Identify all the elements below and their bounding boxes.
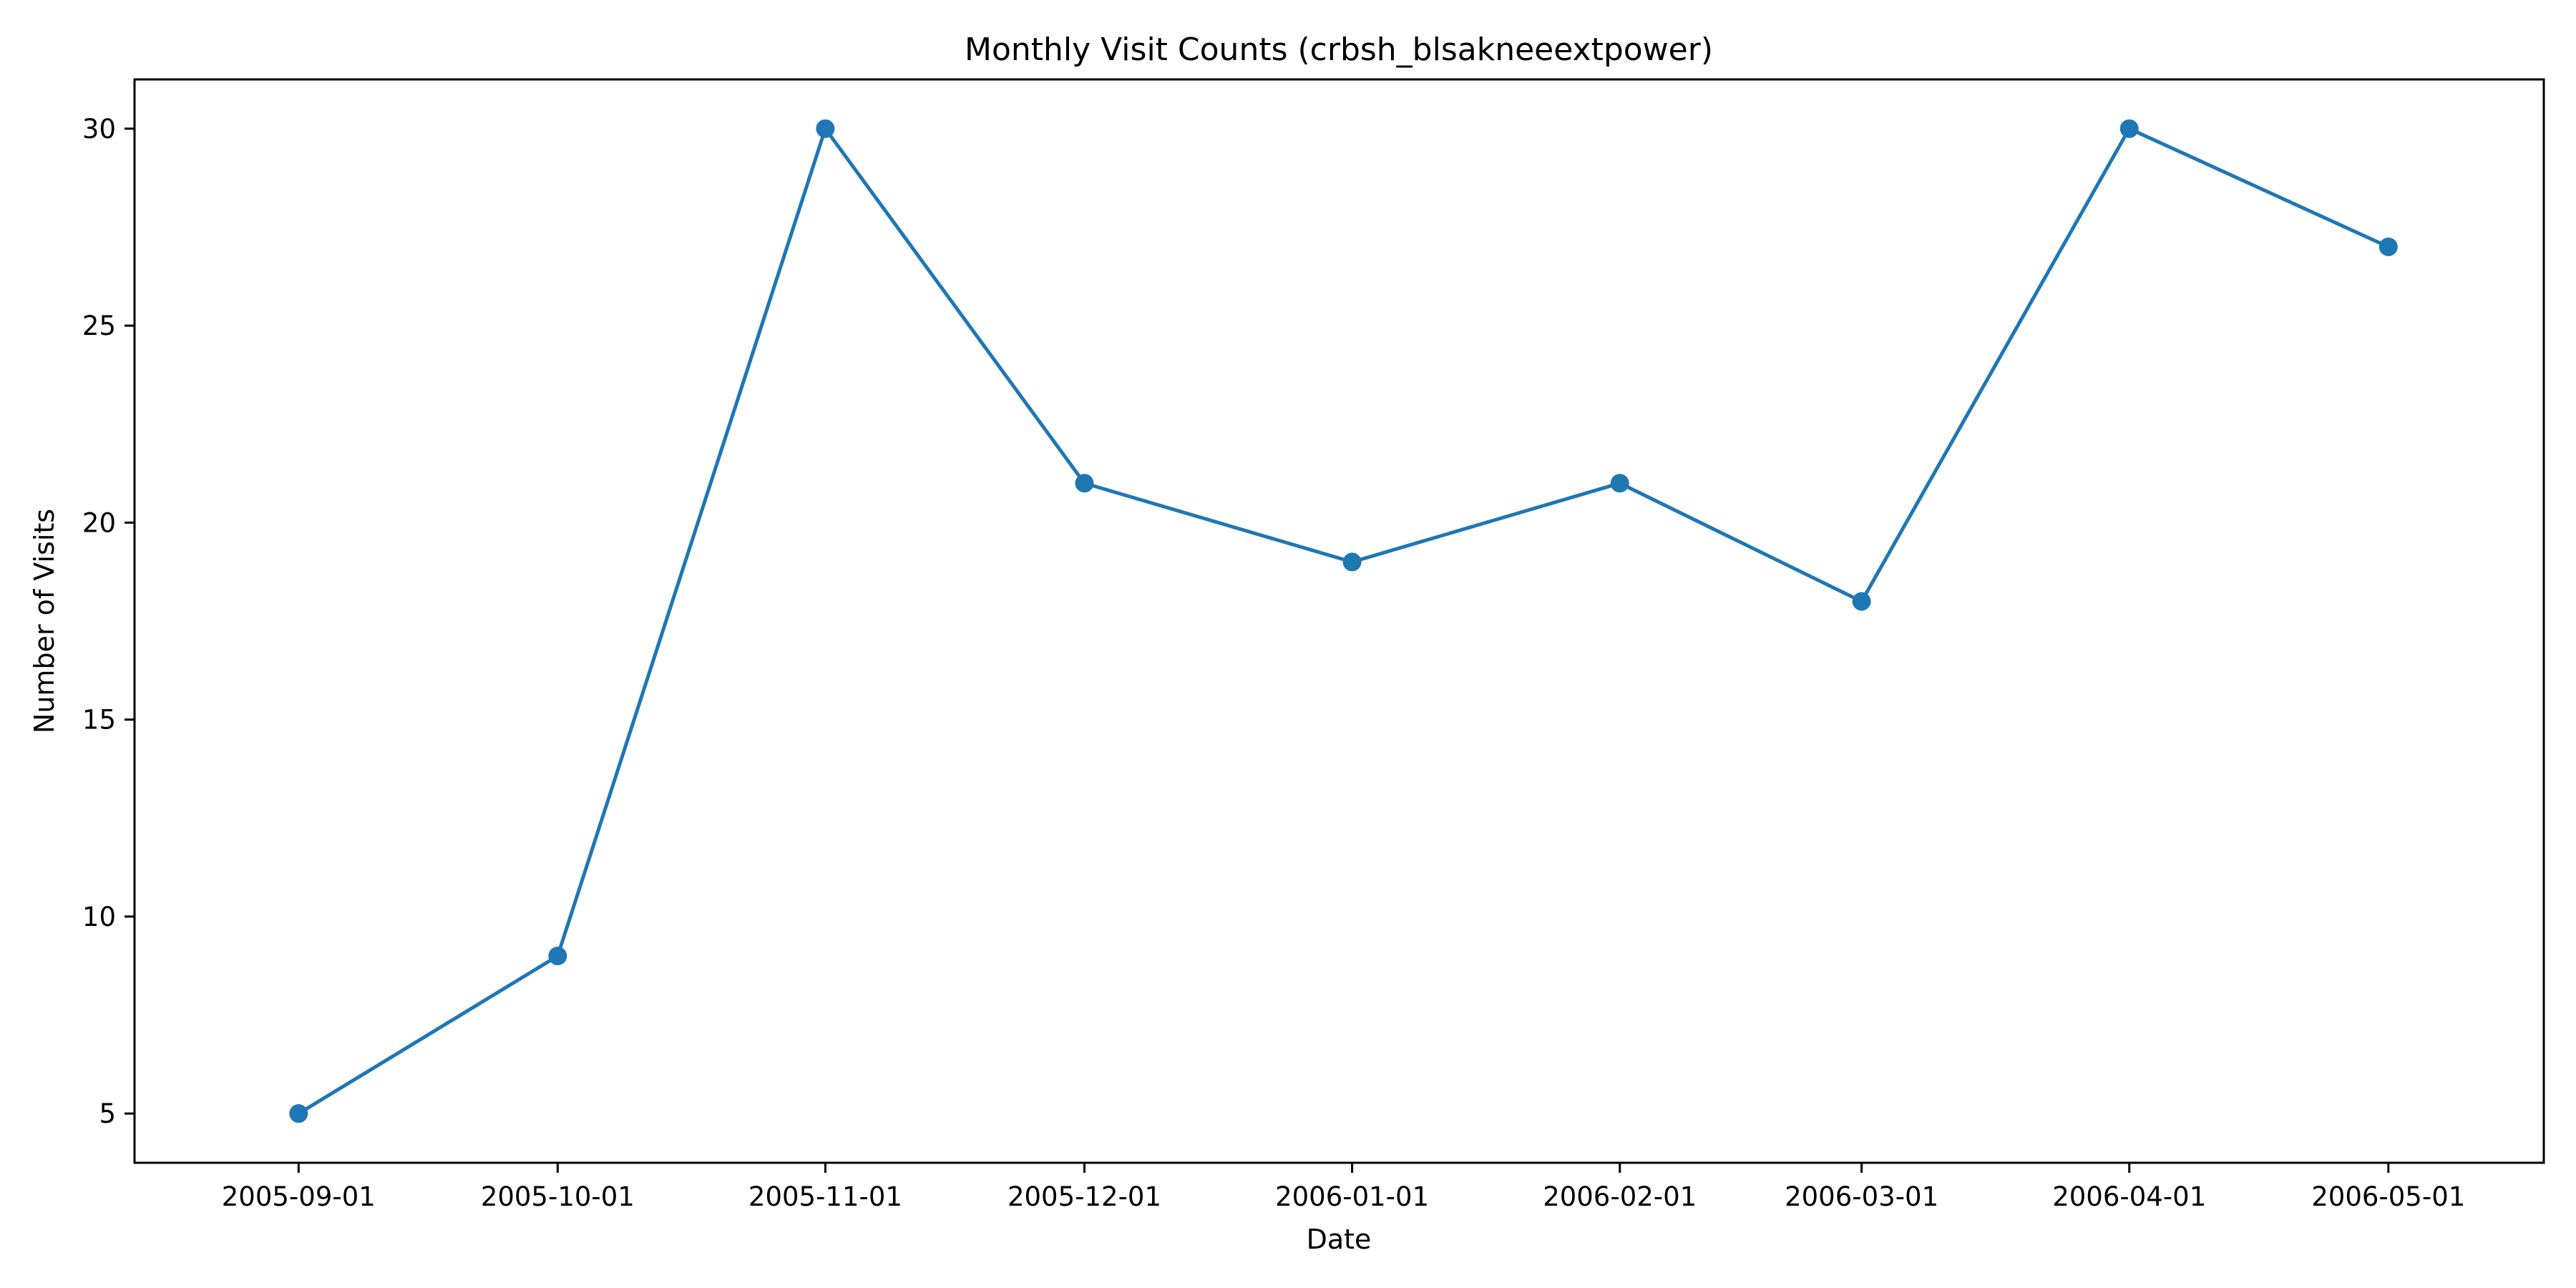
data-point [1852,592,1871,611]
data-point [816,119,835,138]
plot-frame [133,78,2545,1164]
x-tick-label: 2006-03-01 [1785,1181,1938,1212]
y-tick-label: 10 [82,902,116,932]
x-tick-label: 2006-05-01 [2311,1181,2465,1212]
y-axis-label: Number of Visits [29,509,60,733]
data-point [1610,474,1629,493]
data-point [1342,552,1362,572]
series-layer [289,119,2398,1123]
x-axis-label: Date [1307,1224,1372,1255]
data-point [2119,119,2139,138]
data-point [2379,237,2398,256]
chart-title: Monthly Visit Counts (crbsh_blsakneeextp… [965,31,1713,68]
x-tick-label: 2005-12-01 [1008,1181,1161,1212]
x-tick-label: 2006-02-01 [1543,1181,1697,1212]
x-tick-label: 2005-09-01 [222,1181,376,1212]
data-point [1075,474,1094,493]
y-tick-label: 20 [82,507,116,538]
data-point [289,1104,308,1123]
ticks-layer: 5 10 15 20 25 30 2005-09-01 2005-10-01 2005-11-0… [82,114,2465,1212]
y-tick-label: 15 [82,705,116,736]
data-point [548,946,567,965]
x-tick-label: 2005-11-01 [748,1181,902,1212]
y-tick-label: 30 [82,114,116,145]
x-tick-label: 2005-10-01 [481,1181,635,1212]
y-tick-label: 5 [99,1098,116,1129]
y-tick-label: 25 [82,311,116,341]
x-tick-label: 2006-04-01 [2052,1181,2206,1212]
x-tick-label: 2006-01-01 [1275,1181,1429,1212]
